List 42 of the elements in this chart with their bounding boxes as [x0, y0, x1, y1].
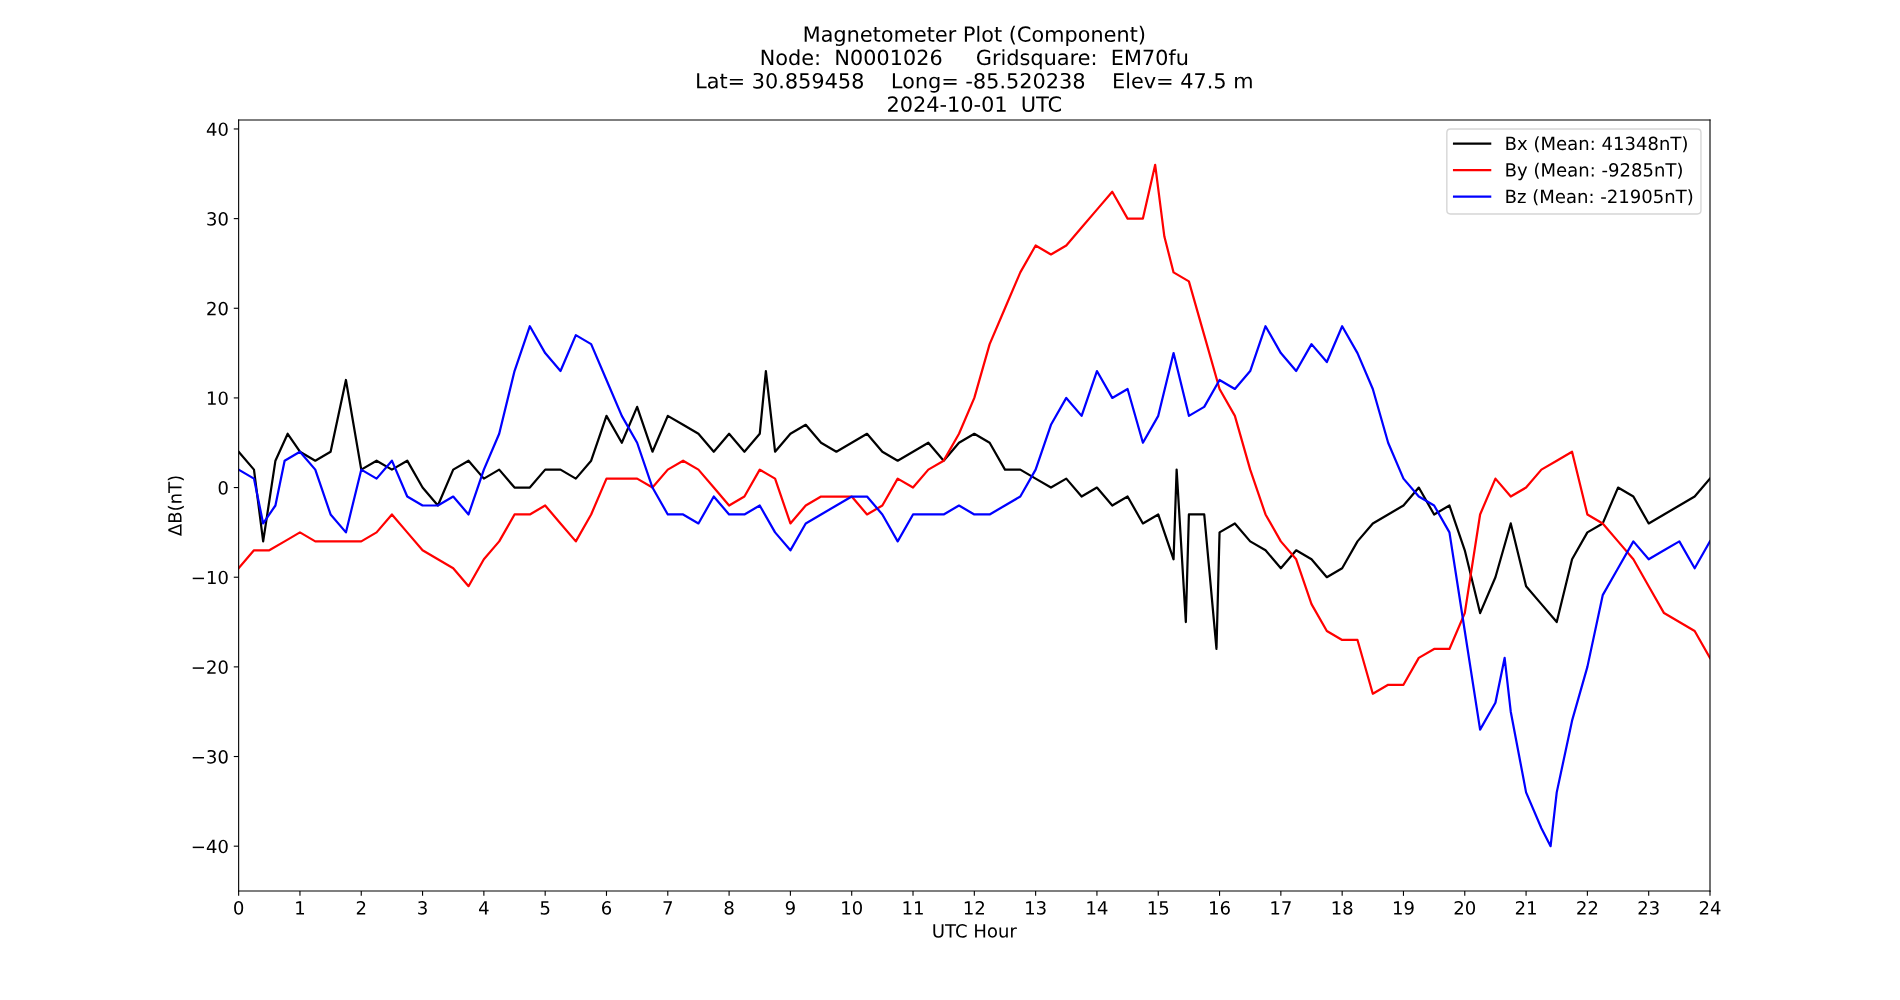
y-tick-label: 40: [206, 122, 228, 137]
x-tick-label: 4: [479, 901, 489, 915]
x-tick-label: 23: [1638, 901, 1659, 915]
y-tick-label: −20: [192, 660, 228, 674]
legend-label: By (Mean: -9285nT): [1506, 162, 1682, 181]
y-tick-label: 10: [207, 391, 228, 406]
legend-label: Bz (Mean: -21905nT): [1506, 189, 1693, 206]
x-tick-label: 11: [903, 901, 923, 915]
x-tick-label: 2: [356, 901, 366, 915]
x-tick-label: 3: [418, 901, 427, 915]
x-tick-label: 10: [842, 901, 862, 915]
x-tick-label: 8: [724, 901, 734, 915]
x-tick-label: 12: [964, 901, 984, 915]
y-tick-label: −40: [192, 839, 228, 854]
line-series: [238, 325, 1710, 848]
x-tick-label: 13: [1026, 901, 1046, 915]
x-tick-label: 16: [1210, 901, 1230, 915]
x-tick-label: 7: [663, 901, 672, 915]
x-tick-label: 6: [602, 901, 612, 915]
y-tick-label: 30: [207, 212, 228, 226]
x-tick-label: 14: [1087, 901, 1108, 915]
x-tick-label: 0: [234, 901, 244, 915]
line-series: [238, 163, 1710, 695]
legend-label: Bx (Mean: 41348nT): [1506, 136, 1687, 153]
x-tick-label: 24: [1699, 901, 1721, 915]
x-tick-label: 18: [1332, 901, 1353, 915]
x-tick-label: 5: [540, 901, 550, 915]
x-tick-label: 21: [1515, 901, 1536, 915]
y-tick-label: −30: [192, 749, 228, 764]
x-tick-label: 17: [1271, 901, 1291, 915]
x-tick-label: 1: [296, 901, 305, 915]
y-axis-title: ΔB(nT): [167, 476, 184, 537]
y-tick-label: 0: [218, 481, 228, 495]
chart-title: Magnetometer Plot (Component) Node: N0001026 Gridsquare: EM70fu Lat= 30.859458 Long= -85.520238 Elev= 47.5 m 2024-10-01 UTC: [697, 25, 1252, 112]
x-tick-label: 19: [1393, 901, 1414, 915]
x-tick-label: 20: [1454, 901, 1476, 915]
y-tick-label: −10: [192, 570, 228, 585]
x-tick-label: 15: [1148, 901, 1169, 915]
y-tick-label: 20: [207, 301, 228, 316]
x-tick-label: 9: [785, 901, 795, 915]
x-axis-title: UTC Hour: [933, 924, 1017, 938]
x-tick-label: 22: [1577, 901, 1598, 915]
